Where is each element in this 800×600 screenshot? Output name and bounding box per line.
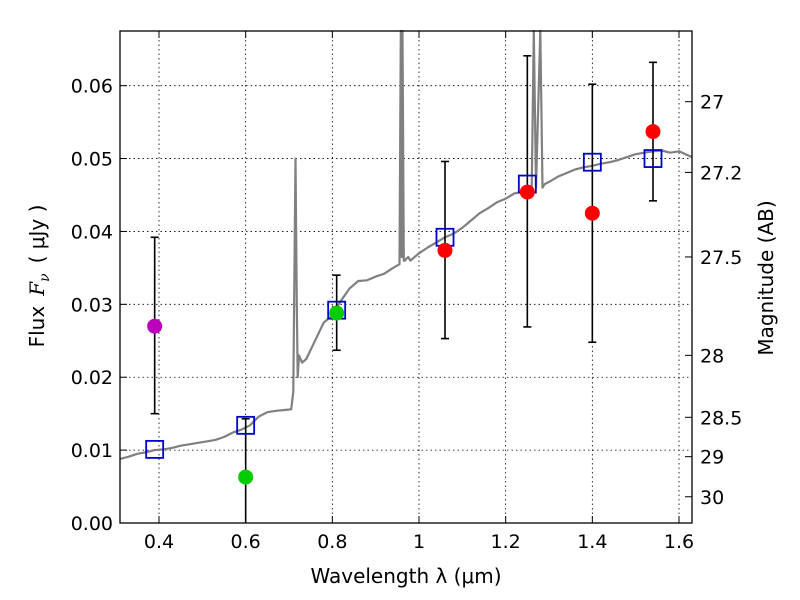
x-tick-label: 0.4: [144, 531, 174, 553]
x-tick-label: 0.6: [231, 531, 261, 553]
y-axis-label-variable: F: [25, 281, 49, 297]
observed-flux-point: [147, 318, 163, 334]
y-tick-label: 0.04: [71, 221, 113, 243]
sed-model-layer: [119, 29, 693, 460]
plot-frame: [119, 30, 693, 524]
model-photometry-square: [236, 415, 256, 435]
sed-model-line: [119, 29, 693, 460]
y-axis-label: Flux Fν ( μJy ): [25, 205, 53, 348]
observed-flux-point: [584, 205, 600, 221]
y-tick-label: 0.05: [71, 149, 113, 171]
x-tick-label: 0.8: [317, 531, 347, 553]
y-axis-label-prefix: Flux: [25, 306, 49, 348]
x-tick-label: 1.4: [577, 531, 607, 553]
y-tick-label: 0.02: [71, 367, 113, 389]
observed-flux-point: [645, 124, 661, 140]
magnitude-tick-label: 27.5: [700, 247, 742, 269]
x-tick-label: 1.6: [664, 531, 694, 553]
observed-flux-point: [519, 184, 535, 200]
observed-photometry-layer: [147, 124, 661, 485]
magnitude-tick-label: 28.5: [700, 407, 742, 429]
observed-flux-point: [329, 305, 345, 321]
model-photometry-square: [582, 152, 602, 172]
model-photometry-square: [643, 149, 663, 168]
model-photometry-square: [145, 439, 165, 459]
y-tick-label: 0.06: [71, 76, 113, 98]
y-tick-label: 0.01: [71, 440, 113, 462]
grid: [120, 31, 692, 523]
x-axis-label: Wavelength λ (μm): [310, 564, 501, 588]
right-axis-label: Magnitude (AB): [754, 200, 778, 355]
tick-layer: 0.4 0.6 0.8 1 1.2 1.4 1.6 0.00 0.01 0.02 0.03 0.04 0…: [71, 31, 742, 553]
magnitude-tick-label: 29: [700, 447, 724, 469]
y-tick-label: 0.03: [71, 294, 113, 316]
observed-flux-point: [238, 469, 254, 485]
y-axis-label-subscript: ν: [37, 273, 53, 282]
y-axis-label-unit: ( μJy ): [25, 205, 49, 264]
x-tick-label: 1.2: [491, 531, 521, 553]
y-tick-label: 0.00: [71, 513, 113, 535]
magnitude-tick-label: 28: [700, 345, 724, 367]
magnitude-tick-label: 27.2: [700, 162, 742, 184]
x-tick-label: 1: [413, 531, 425, 553]
observed-flux-point: [437, 242, 453, 258]
magnitude-tick-label: 30: [700, 487, 724, 509]
magnitude-tick-label: 27: [700, 92, 724, 114]
